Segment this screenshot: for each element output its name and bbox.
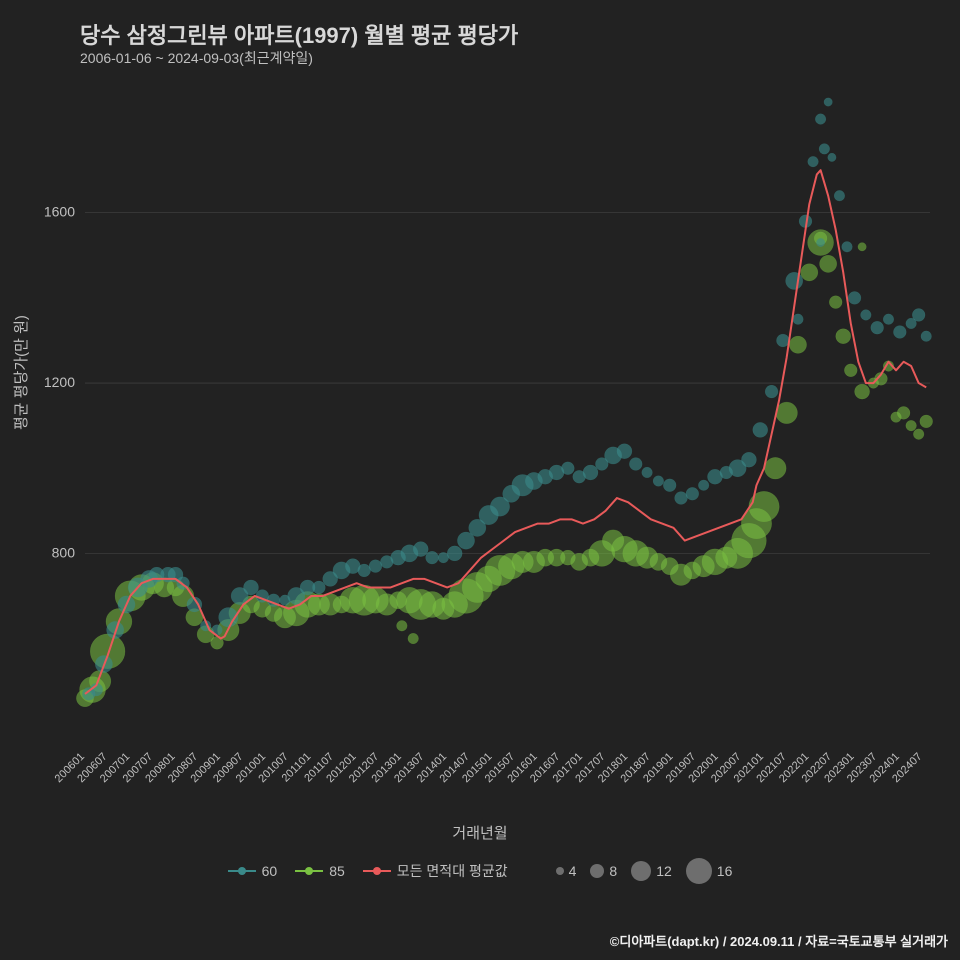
size-legend-label: 4 xyxy=(569,863,577,879)
svg-text:1200: 1200 xyxy=(44,374,75,390)
credit-text: ©디아파트(dapt.kr) / 2024.09.11 / 자료=국토교통부 실… xyxy=(610,931,948,950)
legend-item: 60 xyxy=(228,863,278,879)
size-legend-item: 16 xyxy=(686,858,733,884)
legend-item: 85 xyxy=(295,863,345,879)
svg-text:1600: 1600 xyxy=(44,204,75,220)
legend-label: 60 xyxy=(262,863,278,879)
size-legend-item: 8 xyxy=(590,863,617,879)
chart-container: 당수 삼정그린뷰 아파트(1997) 월별 평균 평당가 2006-01-06 … xyxy=(0,0,960,960)
svg-text:800: 800 xyxy=(52,544,76,560)
size-legend-label: 8 xyxy=(609,863,617,879)
size-legend-label: 12 xyxy=(656,863,672,879)
legend: 60 85 모든 면적대 평균값 4 8 12 16 xyxy=(0,858,960,884)
size-legend-item: 4 xyxy=(556,863,577,879)
legend-label: 모든 면적대 평균값 xyxy=(397,861,508,881)
size-legend-label: 16 xyxy=(717,863,733,879)
size-legend-item: 12 xyxy=(631,861,672,881)
chart-svg: 8001200160020060120060720070120070720080… xyxy=(0,0,960,960)
series-legend: 60 85 모든 면적대 평균값 xyxy=(228,861,508,881)
legend-label: 85 xyxy=(329,863,345,879)
size-legend: 4 8 12 16 xyxy=(556,858,733,884)
legend-item: 모든 면적대 평균값 xyxy=(363,861,508,881)
